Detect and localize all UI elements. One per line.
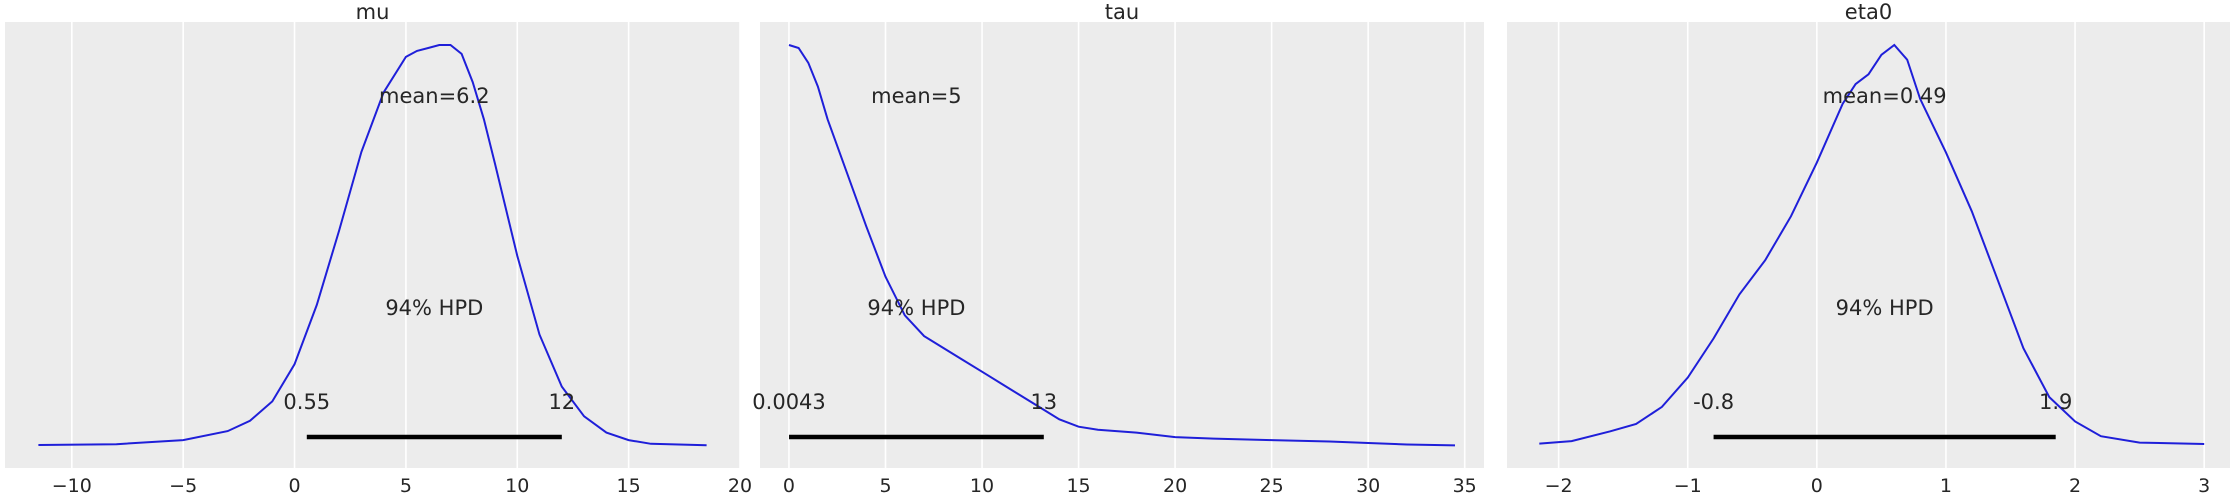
x-tick-label: 2 (2069, 475, 2081, 496)
kde-curve (1539, 43, 2205, 445)
x-tick-label: 10 (970, 475, 994, 496)
x-tick-label: −5 (169, 475, 197, 496)
mean-label: mean=6.2 (379, 84, 490, 108)
hpd-lower-label: 0.0043 (752, 390, 825, 414)
panel-mu: −10 −5 0 5 10 15 20 mu mean=6.2 94% HPD 0.55 12 (5, 0, 752, 496)
panel-title: eta0 (1845, 0, 1892, 24)
panel-eta0: −2 −1 0 1 2 3 eta0 mean=0.49 94% HPD -0.8 1.9 (1507, 0, 2230, 496)
plot-background (5, 22, 740, 468)
mean-label: mean=5 (871, 84, 962, 108)
plot-background (760, 22, 1484, 468)
x-tick-label: 0 (783, 475, 795, 496)
x-tick-label: −10 (52, 475, 92, 496)
plot-background (1507, 22, 2230, 468)
x-tick-label: 15 (617, 475, 641, 496)
panel-tau: 0 5 10 15 20 25 30 35 tau mean=5 94% HPD 0.0043 13 (752, 0, 1484, 496)
kde-curve (788, 44, 1456, 447)
x-tick-label: 3 (2198, 475, 2210, 496)
hpd-upper-label: 13 (1030, 390, 1057, 414)
x-tick-label: 0 (288, 475, 300, 496)
hpd-label: 94% HPD (1836, 296, 1934, 320)
panel-title: tau (1105, 0, 1139, 24)
x-tick-label: 15 (1066, 475, 1090, 496)
kde-curve (38, 44, 707, 447)
hpd-lower-label: 0.55 (283, 390, 330, 414)
x-tick-label: 25 (1260, 475, 1284, 496)
x-tick-label: 5 (879, 475, 891, 496)
hpd-label: 94% HPD (867, 296, 965, 320)
hpd-lower-label: -0.8 (1693, 390, 1734, 414)
x-tick-label: 35 (1453, 475, 1477, 496)
x-tick-label: −2 (1545, 475, 1573, 496)
x-tick-label: −1 (1674, 475, 1702, 496)
x-tick-label: 0 (1811, 475, 1823, 496)
hpd-label: 94% HPD (385, 296, 483, 320)
mean-label: mean=0.49 (1823, 84, 1947, 108)
hpd-upper-label: 1.9 (2039, 390, 2072, 414)
x-tick-label: 20 (728, 475, 752, 496)
x-tick-label: 30 (1356, 475, 1380, 496)
panel-title: mu (356, 0, 390, 24)
x-tick-label: 1 (1940, 475, 1952, 496)
x-tick-label: 10 (505, 475, 529, 496)
x-tick-label: 5 (400, 475, 412, 496)
hpd-upper-label: 12 (548, 390, 575, 414)
x-tick-label: 20 (1163, 475, 1187, 496)
